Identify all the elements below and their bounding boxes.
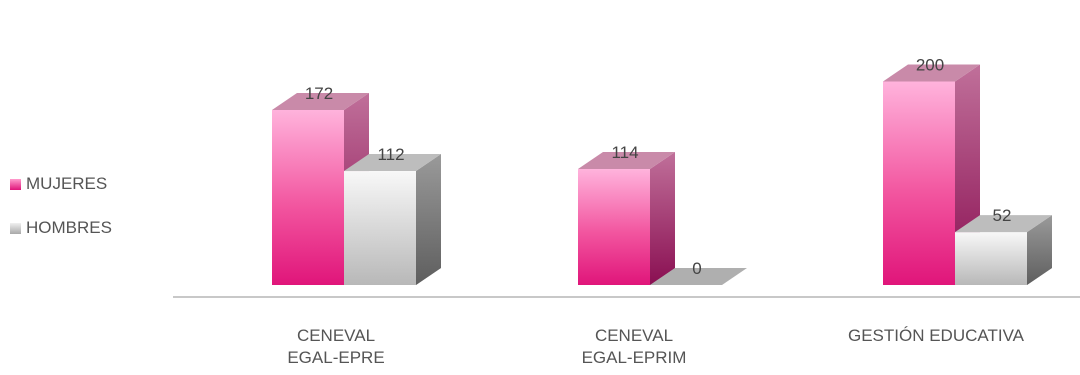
category-label-line: CENEVAL <box>504 325 764 347</box>
bar-front <box>578 169 650 285</box>
category-label-gestion-educativa: GESTIÓN EDUCATIVA <box>806 325 1066 347</box>
legend-item-mujeres: MUJERES <box>10 162 112 206</box>
category-label-line: EGAL-EPRIM <box>504 347 764 369</box>
legend: MUJERES HOMBRES <box>10 162 112 250</box>
data-label-mujeres-ceneval-egal-epre: 172 <box>305 84 333 103</box>
legend-item-hombres: HOMBRES <box>10 206 112 250</box>
category-label-line: EGAL-EPRE <box>206 347 466 369</box>
data-label-hombres-ceneval-egal-epre: 112 <box>377 145 404 164</box>
bar-side <box>650 152 675 285</box>
bar-mujeres-ceneval-egal-eprim <box>578 152 675 285</box>
data-label-mujeres-ceneval-egal-eprim: 114 <box>611 143 638 162</box>
legend-swatch-mujeres <box>10 179 21 190</box>
bar-front <box>344 171 416 285</box>
bar-side <box>416 154 441 285</box>
bar-hombres-ceneval-egal-epre <box>344 154 441 285</box>
data-label-hombres-gestion-educativa: 52 <box>993 206 1012 225</box>
data-label-hombres-ceneval-egal-eprim: 0 <box>692 259 701 278</box>
category-label-ceneval-egal-eprim: CENEVAL EGAL-EPRIM <box>504 325 764 369</box>
legend-label-mujeres: MUJERES <box>26 174 107 194</box>
category-label-line: GESTIÓN EDUCATIVA <box>806 325 1066 347</box>
legend-swatch-hombres <box>10 223 21 234</box>
bar-front <box>883 82 955 286</box>
bar-front <box>955 232 1027 285</box>
category-label-line: CENEVAL <box>206 325 466 347</box>
legend-label-hombres: HOMBRES <box>26 218 112 238</box>
bar-front <box>272 110 344 285</box>
bar-hombres-gestion-educativa <box>955 215 1052 285</box>
data-label-mujeres-gestion-educativa: 200 <box>916 56 944 75</box>
category-label-ceneval-egal-epre: CENEVAL EGAL-EPRE <box>206 325 466 369</box>
